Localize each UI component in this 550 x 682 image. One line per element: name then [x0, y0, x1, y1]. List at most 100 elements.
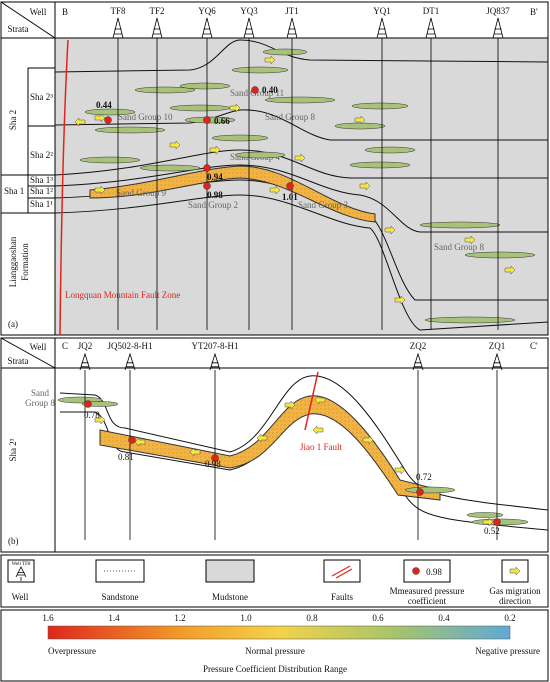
- frame: [0, 1, 549, 336]
- pressure-dot: [104, 116, 112, 124]
- range-label: Negative pressure: [475, 646, 540, 656]
- section-start: C: [62, 341, 68, 351]
- sand-group-label: Sand Group 9: [116, 188, 166, 198]
- member-label: Sha 1: [4, 186, 24, 196]
- well-derrick: [201, 17, 213, 39]
- gas-arrow: [229, 103, 241, 113]
- gas-arrow: [312, 425, 324, 435]
- well-name: ZQ2: [410, 341, 427, 351]
- gas-arrow: [94, 113, 106, 123]
- well-name: JQ502-8-H1: [108, 341, 153, 351]
- legend-pressure: [403, 559, 451, 583]
- legend-label: direction: [499, 596, 531, 606]
- gas-arrow: [482, 517, 494, 527]
- strata-label: Sha 2²: [30, 150, 53, 160]
- panel-label: (b): [8, 536, 19, 546]
- gas-arrow: [294, 153, 306, 163]
- gas-arrow: [256, 433, 268, 443]
- sand-lens: [234, 151, 286, 159]
- legend-fault-symbol: [331, 565, 353, 579]
- fault: [59, 39, 69, 336]
- legend-label: coefficient: [408, 596, 447, 606]
- well-derrick: [376, 17, 388, 39]
- well-derrick: [243, 17, 255, 39]
- sand-lens: [84, 108, 136, 116]
- sand-lens: [419, 221, 501, 229]
- header-strata: Strata: [8, 356, 29, 366]
- divider: [0, 337, 56, 369]
- legend-label: Faults: [331, 592, 354, 602]
- gas-arrow: [94, 185, 106, 195]
- pressure-value: 0.72: [416, 472, 432, 482]
- pressure-dot: [416, 488, 424, 496]
- formation-label: Lianggaoshan: [8, 236, 18, 287]
- well-derrick: [151, 17, 163, 39]
- gas-arrow: [504, 265, 516, 275]
- well-derrick: [286, 17, 298, 39]
- legend-label: Mudstone: [212, 592, 248, 602]
- gas-arrow: [384, 225, 396, 235]
- legend-label: Sandstone: [102, 592, 139, 602]
- colorbar-tick: 1.6: [42, 613, 54, 623]
- well-derrick: [15, 566, 27, 578]
- sand-lens: [262, 48, 308, 56]
- sand-group-label: Sand Group 8: [434, 242, 484, 252]
- gas-arrow: [169, 140, 181, 150]
- strata-label: Sha 1²: [30, 186, 53, 196]
- well-name: YQ1: [373, 6, 391, 16]
- pressure-dot: [251, 86, 259, 94]
- gas-arrow: [209, 145, 221, 155]
- strata-label: Sha 1³: [30, 175, 53, 185]
- legend-label: Gas migration: [489, 586, 541, 596]
- pressure-value: 0.81: [118, 452, 134, 462]
- gas-arrow: [464, 235, 476, 245]
- well-derrick: [425, 17, 437, 39]
- gas-arrow: [74, 117, 86, 127]
- pressure-value: 0.98: [205, 459, 221, 469]
- sand-lens: [466, 512, 504, 518]
- colorbar-tick: 0.6: [372, 613, 384, 623]
- strata-label: Sha 2³: [30, 92, 53, 102]
- section-end: B': [530, 7, 538, 17]
- colorbar: Overpressure Normal pressure Negative pr…: [0, 609, 549, 682]
- section-end: C': [530, 341, 538, 351]
- frame: [0, 554, 549, 608]
- pressure-dot: [84, 400, 92, 408]
- gas-arrow: [354, 115, 366, 125]
- colorbar-tick: 0.2: [504, 613, 515, 623]
- well-derrick: [492, 17, 504, 39]
- pressure-dot: [203, 116, 211, 124]
- legend-well-box: [7, 559, 35, 583]
- well-derrick: [124, 352, 136, 371]
- legend-label: Mmeasured pressure: [390, 586, 465, 596]
- colorbar-tick: 0.8: [306, 613, 318, 623]
- well-derrick: [79, 352, 91, 371]
- legend-icon-label: Well TF8: [12, 562, 31, 567]
- frame: [0, 609, 549, 682]
- panel-a: [0, 1, 549, 336]
- pressure-dot: [128, 436, 136, 444]
- pressure-value: 1.01: [282, 192, 298, 202]
- colorbar-title: Pressure Coefficient Distribution Range: [203, 664, 347, 674]
- gas-arrow: [189, 447, 201, 457]
- sand-group-label: Sand: [31, 388, 50, 398]
- fault-label: Jiao 1 Fault: [300, 442, 342, 452]
- gas-arrow: [94, 415, 106, 425]
- pressure-value: 0.44: [96, 100, 112, 110]
- well-derrick: [412, 352, 424, 371]
- pressure-dot: [203, 164, 211, 172]
- sand-lens: [134, 86, 196, 94]
- well-name: TF2: [149, 6, 164, 16]
- well-name: JQ837: [486, 6, 510, 16]
- gas-arrow: [264, 55, 276, 65]
- sand-lens: [169, 104, 231, 112]
- sand-lens: [94, 126, 166, 134]
- well-name: YT207-8-H1: [192, 341, 239, 351]
- pressure-dot: [286, 182, 294, 190]
- sand-lens: [364, 146, 416, 154]
- colorbar-bar: [47, 625, 511, 640]
- well-name: YQ3: [240, 6, 258, 16]
- pressure-value: 0.98: [207, 190, 223, 200]
- range-label: Overpressure: [48, 646, 96, 656]
